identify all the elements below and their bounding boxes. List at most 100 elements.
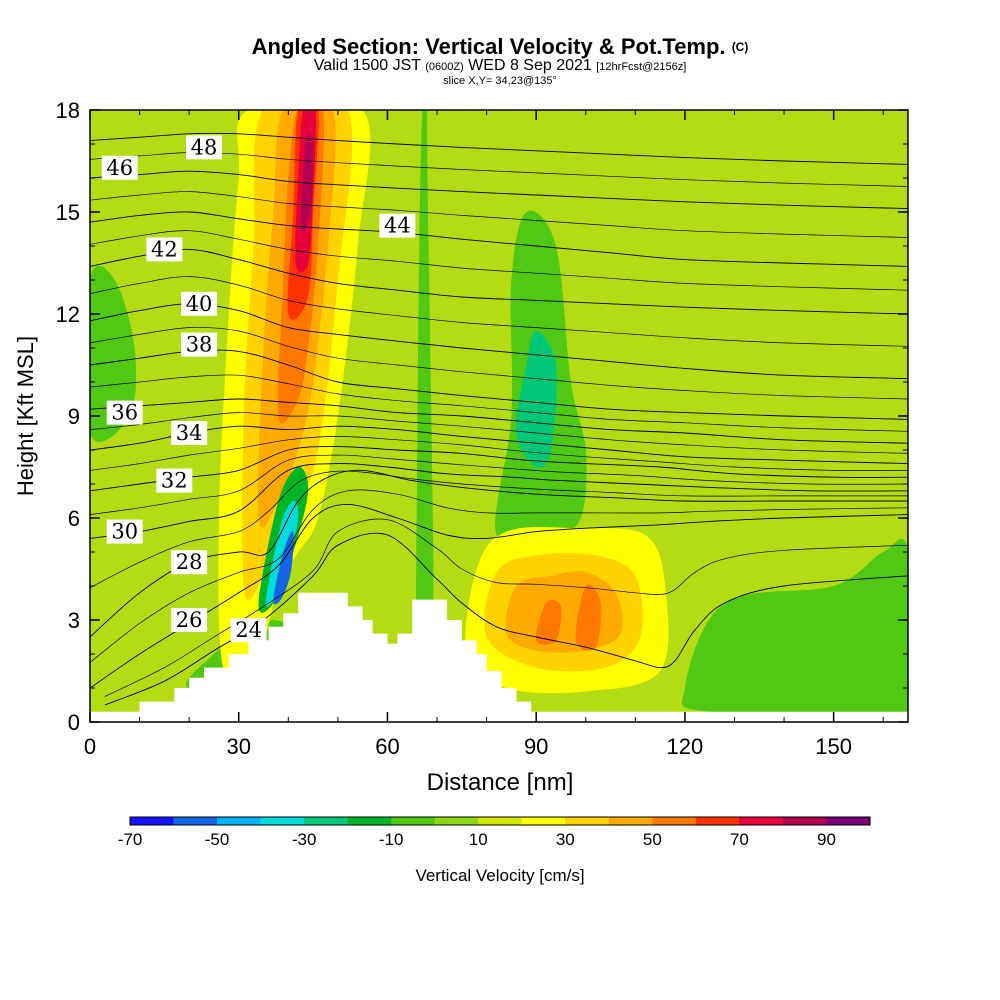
contour-label-text: 34 xyxy=(176,421,203,445)
colorbar-tick-label: 90 xyxy=(817,830,836,849)
terrain-layer xyxy=(90,592,908,722)
y-axis-title: Height [Kft MSL] xyxy=(13,336,38,496)
colorbar-swatch-15 xyxy=(782,817,827,825)
contour-label-bg xyxy=(171,550,208,575)
isentrope-28 xyxy=(90,469,908,638)
contour-label-48: 48 xyxy=(186,135,223,160)
x-tick-label: 90 xyxy=(524,734,548,759)
colorbar-title: Vertical Velocity [cm/s] xyxy=(415,866,584,885)
isentrope-46 xyxy=(90,170,908,210)
isentrope-44 xyxy=(90,211,908,267)
isentrope-26 xyxy=(90,503,908,689)
contour-label-text: 40 xyxy=(186,292,213,316)
isentrope-minor-38 xyxy=(90,327,908,400)
colorbar-tick-label: 70 xyxy=(730,830,749,849)
contour-label-bg xyxy=(181,332,218,357)
isentrope-minor-28 xyxy=(90,470,908,589)
colorbar-swatch-10 xyxy=(565,817,610,825)
colorbar-tick-label: 30 xyxy=(556,830,575,849)
colorbar-swatch-4 xyxy=(304,817,349,825)
colorbar-tick-label: -70 xyxy=(118,830,143,849)
contour-label-26: 26 xyxy=(171,608,208,632)
contour-label-44: 44 xyxy=(379,213,416,238)
contour-label-bg xyxy=(181,291,218,316)
chart-subtitle: Valid 1500 JST (0600Z) WED 8 Sep 2021 [1… xyxy=(0,58,1000,75)
velocity-region-12 xyxy=(300,134,314,234)
contour-label-text: 24 xyxy=(235,618,262,642)
x-tick-label: 30 xyxy=(226,734,250,759)
isentrope-42 xyxy=(90,248,908,315)
colorbar-swatch-9 xyxy=(521,817,566,825)
colorbar-swatch-5 xyxy=(347,817,392,825)
colorbar-swatch-14 xyxy=(739,817,784,825)
colorbar-swatch-12 xyxy=(652,817,697,825)
y-tick-label: 0 xyxy=(68,710,80,735)
contour-label-text: 36 xyxy=(111,401,138,425)
plot-area xyxy=(90,110,908,722)
contour-label-text: 26 xyxy=(176,608,203,632)
contour-label-bg xyxy=(101,155,138,180)
velocity-region-5 xyxy=(681,538,908,722)
velocity-region-0 xyxy=(90,265,137,442)
colorbar-swatch-13 xyxy=(695,817,740,825)
colorbar-swatch-6 xyxy=(391,817,436,825)
contour-label-28: 28 xyxy=(171,550,208,575)
contour-label-34: 34 xyxy=(171,421,208,445)
y-tick-label: 18 xyxy=(56,98,80,123)
y-tick-label: 6 xyxy=(68,506,80,531)
colorbar-swatch-2 xyxy=(217,817,262,825)
chart-header: Angled Section: Vertical Velocity & Pot.… xyxy=(0,36,1000,88)
contour-label-bg xyxy=(106,400,143,425)
contour-label-36: 36 xyxy=(106,400,143,425)
colorbar-swatch-1 xyxy=(173,817,218,825)
isentrope-minor-44 xyxy=(90,191,908,238)
contour-label-text: 48 xyxy=(191,135,218,159)
contour-label-layer: 24 26 28 30 32 34 36 38 40 42 44 46 48 xyxy=(101,135,416,643)
isentrope-36 xyxy=(90,398,908,444)
contour-label-bg xyxy=(146,237,183,262)
chart-title: Angled Section: Vertical Velocity & Pot.… xyxy=(0,36,1000,58)
x-tick-label: 120 xyxy=(667,734,704,759)
title-main: Angled Section: Vertical Velocity & Pot.… xyxy=(251,34,726,59)
contour-label-text: 44 xyxy=(384,214,411,238)
contour-label-42: 42 xyxy=(146,237,183,262)
contour-label-32: 32 xyxy=(156,468,193,493)
contour-label-bg xyxy=(156,468,193,493)
valid-date: WED 8 Sep 2021 xyxy=(468,57,592,74)
forecast-info: [12hrFcst@2156z] xyxy=(596,61,687,73)
isentrope-minor-34 xyxy=(90,412,908,454)
contour-label-bg xyxy=(171,421,208,445)
y-tick-label: 9 xyxy=(68,404,80,429)
isentrope-minor-26 xyxy=(90,489,908,663)
colorbar: -70 -50 -30 -10 10 30 50 70 90 xyxy=(118,816,871,849)
contour-label-text: 28 xyxy=(176,550,203,574)
contour-label-text: 38 xyxy=(186,333,213,357)
contour-label-bg xyxy=(186,135,223,160)
valid-zulu: (0600Z) xyxy=(425,61,464,73)
y-tick-label: 12 xyxy=(56,302,80,327)
y-tick-label: 15 xyxy=(56,200,80,225)
contour-label-40: 40 xyxy=(181,291,218,316)
velocity-region-14 xyxy=(265,500,299,607)
velocity-region-18 xyxy=(505,571,623,653)
contour-label-text: 42 xyxy=(151,237,178,261)
isentrope-minor-36 xyxy=(90,374,908,432)
valid-time: Valid 1500 JST xyxy=(313,57,421,74)
contour-label-bg xyxy=(106,519,143,544)
x-tick-label: 0 xyxy=(84,734,96,759)
isentrope-minor-32 xyxy=(90,436,908,472)
x-tick-label: 150 xyxy=(815,734,852,759)
isentrope-layer xyxy=(90,132,908,706)
colorbar-swatch-8 xyxy=(478,817,523,825)
colorbar-swatch-11 xyxy=(608,817,653,825)
velocity-region-2 xyxy=(415,110,434,712)
isentrope-minor-24 xyxy=(104,518,908,697)
isentrope-48 xyxy=(90,132,908,165)
velocity-region-15 xyxy=(273,531,294,605)
y-tick-label: 3 xyxy=(68,608,80,633)
contour-label-bg xyxy=(230,618,267,643)
contour-label-bg xyxy=(379,213,416,238)
colorbar-tick-label: 50 xyxy=(643,830,662,849)
